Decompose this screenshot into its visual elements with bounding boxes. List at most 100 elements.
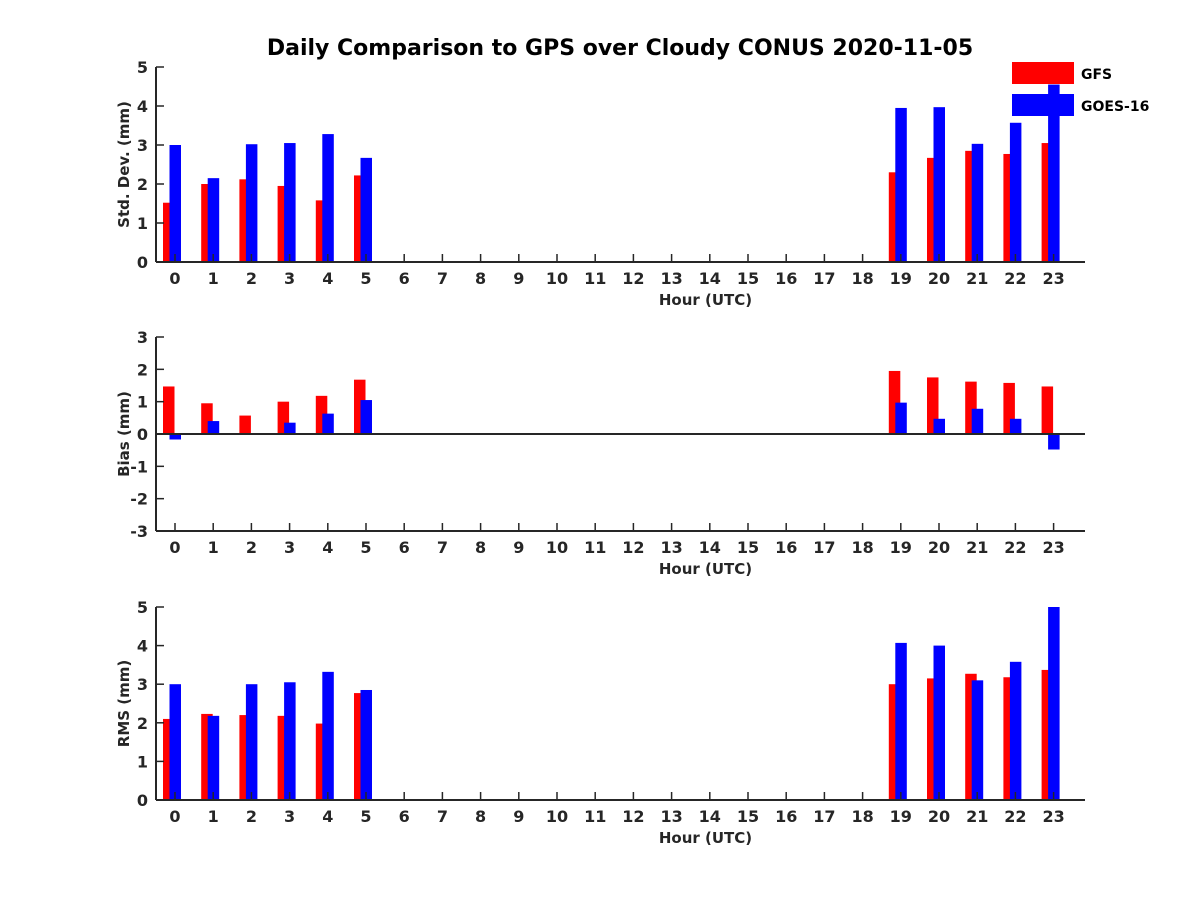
x-tick-label: 11 [584,269,606,288]
x-tick-label: 9 [513,538,524,557]
legend: GFS GOES-16 [1012,62,1149,116]
x-tick-label: 22 [1004,807,1026,826]
x-tick-label: 17 [813,269,835,288]
x-tick-label: 12 [622,269,644,288]
bar-goes16-hour-5 [360,689,372,800]
x-axis-label: Hour (UTC) [659,291,752,309]
x-tick-label: 10 [546,807,568,826]
x-axis-label: Hour (UTC) [659,829,752,847]
bar-goes16-hour-21 [971,408,984,434]
legend-label-gfs: GFS [1081,67,1112,83]
x-tick-label: 1 [208,269,219,288]
x-tick-label: 21 [966,269,988,288]
bar-goes16-hour-1 [207,178,220,262]
x-tick-label: 5 [360,807,371,826]
x-tick-label: 5 [360,538,371,557]
y-tick-label: -1 [130,457,148,476]
legend-swatch-gfs [1012,62,1074,84]
bar-goes16-hour-5 [360,400,372,434]
x-tick-label: 20 [928,807,950,826]
y-tick-label: 0 [137,791,148,810]
y-tick-label: 5 [137,58,148,77]
bar-gfs-hour-3 [277,401,290,434]
y-tick-label: 3 [137,675,148,694]
x-tick-label: 6 [399,269,410,288]
x-tick-label: 21 [966,538,988,557]
bar-goes16-hour-4 [322,134,334,262]
bar-goes16-hour-20 [933,645,945,800]
y-axis-label: RMS (mm) [115,660,133,747]
x-tick-label: 4 [322,538,333,557]
y-tick-label: 2 [137,175,148,194]
x-tick-label: 15 [737,538,759,557]
y-tick-label: 0 [137,253,148,272]
y-axis-label: Std. Dev. (mm) [115,101,133,228]
x-tick-label: 19 [890,538,912,557]
y-tick-label: 5 [137,598,148,617]
bar-gfs-hour-3 [277,185,290,262]
bar-gfs-hour-21 [965,673,977,800]
bar-gfs-hour-5 [354,693,366,800]
bar-gfs-hour-5 [354,379,366,434]
x-tick-label: 7 [437,269,448,288]
x-tick-label: 13 [660,269,682,288]
bar-goes16-hour-22 [1009,661,1022,800]
bar-goes16-hour-21 [971,680,984,800]
x-tick-label: 3 [284,807,295,826]
x-tick-label: 3 [284,538,295,557]
chart-title: Daily Comparison to GPS over Cloudy CONU… [267,36,973,61]
x-tick-label: 2 [246,269,257,288]
bar-gfs-hour-2 [239,179,251,262]
x-tick-label: 14 [699,807,721,826]
bar-gfs-hour-19 [888,370,901,434]
x-tick-label: 4 [322,807,333,826]
bar-goes16-hour-20 [933,418,945,434]
bar-goes16-hour-22 [1009,418,1022,434]
bar-goes16-hour-4 [322,671,334,800]
y-tick-label: 1 [137,214,148,233]
bar-goes16-hour-0 [169,434,181,440]
bar-gfs-hour-4 [315,200,328,262]
x-tick-label: 23 [1042,538,1064,557]
bar-goes16-hour-21 [971,143,984,262]
x-tick-label: 0 [169,538,180,557]
bar-goes16-hour-1 [207,421,220,434]
x-tick-label: 22 [1004,538,1026,557]
bar-gfs-hour-19 [888,172,901,262]
x-tick-label: 18 [851,538,873,557]
x-tick-label: 12 [622,807,644,826]
x-tick-label: 21 [966,807,988,826]
y-tick-label: 3 [137,328,148,347]
x-tick-label: 20 [928,269,950,288]
y-tick-label: 1 [137,393,148,412]
x-tick-label: 8 [475,807,486,826]
bar-gfs-hour-2 [239,415,251,434]
x-tick-label: 5 [360,269,371,288]
bar-gfs-hour-23 [1041,386,1054,434]
x-tick-label: 23 [1042,269,1064,288]
x-tick-label: 10 [546,269,568,288]
bar-gfs-hour-0 [163,202,175,262]
x-tick-label: 2 [246,538,257,557]
bar-goes16-hour-19 [895,402,907,434]
x-tick-label: 19 [890,807,912,826]
x-tick-label: 11 [584,807,606,826]
bar-goes16-hour-3 [284,682,296,800]
x-tick-label: 9 [513,807,524,826]
x-tick-label: 8 [475,538,486,557]
x-tick-label: 9 [513,269,524,288]
y-tick-label: -2 [130,490,148,509]
x-tick-label: 6 [399,807,410,826]
y-tick-label: 4 [137,637,148,656]
bar-goes16-hour-23 [1048,434,1060,450]
x-tick-label: 12 [622,538,644,557]
bar-goes16-hour-3 [284,422,296,434]
bar-gfs-hour-23 [1041,669,1054,800]
bar-gfs-hour-0 [163,386,175,434]
bar-gfs-hour-1 [201,403,213,434]
x-tick-label: 13 [660,538,682,557]
